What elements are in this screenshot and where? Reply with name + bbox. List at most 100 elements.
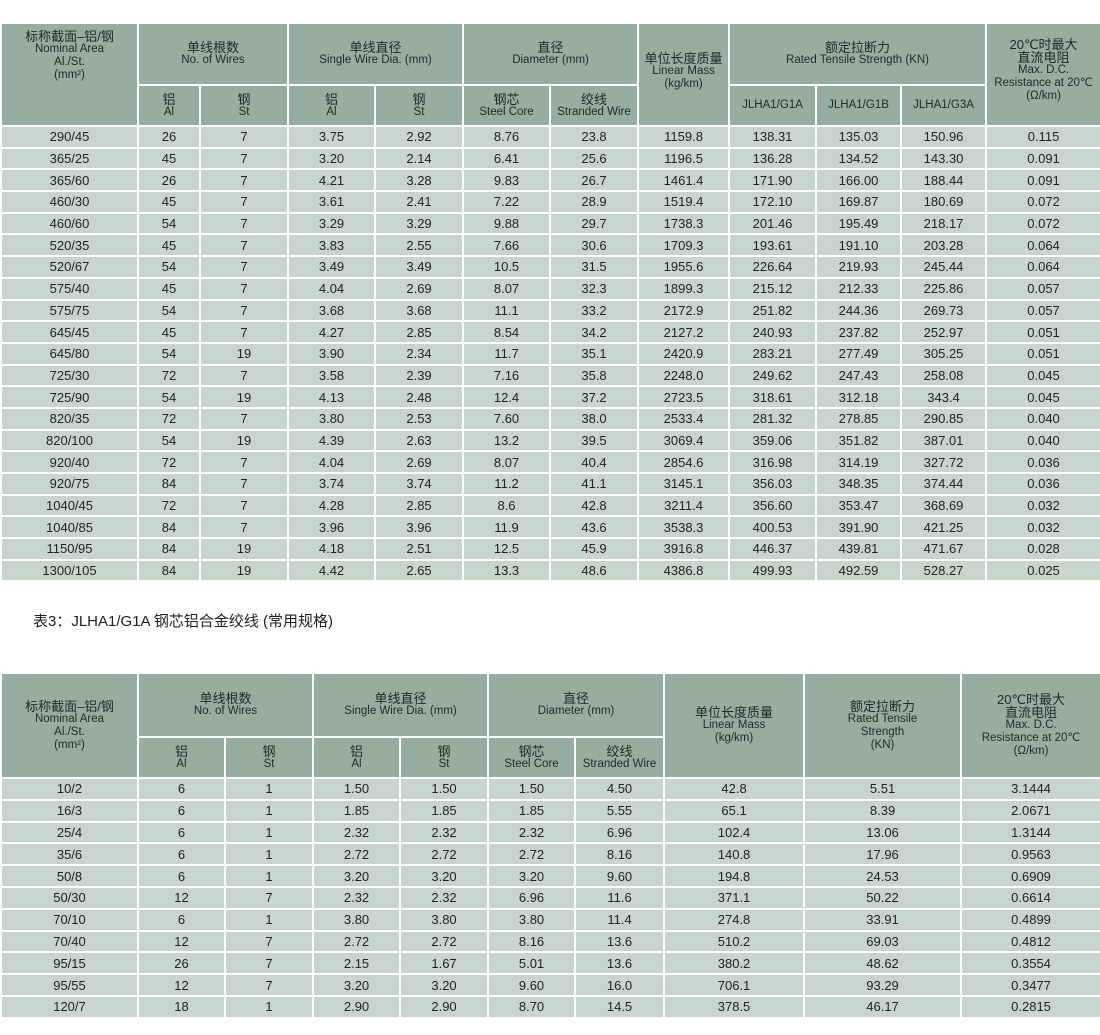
table-cell: 215.12	[728, 276, 818, 301]
table-cell: 920/40	[0, 450, 139, 474]
table-cell: 0.072	[985, 211, 1100, 236]
header-label: Diameter (mm)	[537, 705, 615, 717]
conductor-spec-table-1: 标称截面–铝/钢 Nominal Area Al./St. (mm²) 单线根数 No.…	[0, 22, 1100, 583]
table-cell: 3.20	[399, 864, 490, 888]
table-cell: 2.53	[374, 406, 465, 431]
table-cell: 0.025	[985, 558, 1100, 583]
table-row: 920/40 72 7 4.04 2.69 8.07 40.4 2854.6 316.98 314…	[0, 450, 1100, 474]
table-cell: 12	[137, 929, 226, 954]
table-cell: 400.53	[728, 515, 818, 540]
table-cell: 188.44	[900, 168, 988, 193]
table-cell: 2.72	[399, 929, 490, 954]
table-cell: 391.90	[815, 515, 903, 540]
table-cell: 3.75	[287, 125, 377, 149]
table-cell: 6	[137, 907, 226, 932]
header-label: 直径	[537, 40, 564, 55]
table-row: 290/45 26 7 3.75 2.92 8.76 23.8 1159.8 138.31 135…	[0, 125, 1100, 149]
header-label: 标称截面–铝/钢	[25, 698, 114, 714]
table-cell: 0.040	[985, 406, 1100, 431]
table-cell: 3.28	[374, 168, 465, 193]
table-1-body: 290/45 26 7 3.75 2.92 8.76 23.8 1159.8 138.31 135…	[0, 125, 1100, 583]
header-nominal-area: 标称截面–铝/钢 Nominal Area Al./St. (mm²)	[0, 672, 139, 779]
table-cell: 0.051	[985, 320, 1100, 344]
table-cell: 26	[137, 168, 201, 193]
header-linear-mass: 单位长度质量 Linear Mass (kg/km)	[637, 22, 731, 127]
table-row: 70/40 12 7 2.72 2.72 8.16 13.6 510.2 69.03 0.4812	[0, 929, 1100, 954]
header-label: 钢芯	[493, 91, 520, 107]
table-cell: 356.60	[728, 493, 818, 518]
table-cell: 1300/105	[0, 558, 139, 583]
table-cell: 3.68	[374, 298, 465, 323]
table-cell: 1461.4	[637, 168, 731, 193]
table-cell: 7	[198, 276, 290, 301]
table-cell: 820/100	[0, 428, 139, 453]
table-cell: 2.32	[312, 885, 402, 910]
table-cell: 0.036	[985, 450, 1100, 474]
table-cell: 18	[137, 994, 226, 1019]
table-cell: 0.4812	[960, 929, 1100, 954]
table-cell: 2854.6	[637, 450, 731, 474]
header-label: Al./St.	[54, 725, 85, 738]
table-cell: 3145.1	[637, 472, 731, 496]
table-cell: 5.55	[574, 798, 666, 823]
table-cell: 3.61	[287, 190, 377, 214]
table-cell: 72	[137, 363, 201, 388]
table-cell: 0.3477	[960, 973, 1100, 997]
table-cell: 10/2	[0, 777, 139, 801]
table-cell: 3.80	[312, 907, 402, 932]
table-cell: 0.064	[985, 233, 1100, 258]
header-g3a: JLHA1/G3A	[900, 84, 988, 127]
table-cell: 19	[198, 558, 290, 583]
header-label: Al	[351, 757, 362, 770]
table-cell: 312.18	[815, 385, 903, 409]
table-cell: 150.96	[900, 125, 988, 149]
table-cell: 9.60	[574, 864, 666, 888]
table-cell: 8.54	[462, 320, 552, 344]
table-cell: 2127.2	[637, 320, 731, 344]
table-cell: 245.44	[900, 255, 988, 279]
table-cell: 283.21	[728, 341, 818, 366]
table-cell: 3.74	[374, 472, 465, 496]
header-g1b: JLHA1/G1B	[815, 84, 903, 127]
table-cell: 3.68	[287, 298, 377, 323]
table-cell: 7	[198, 255, 290, 279]
table-row: 645/80 54 19 3.90 2.34 11.7 35.1 2420.9 283.21 27…	[0, 341, 1100, 366]
table-cell: 29.7	[549, 211, 640, 236]
table-row: 1040/45 72 7 4.28 2.85 8.6 42.8 3211.4 356.60 353…	[0, 493, 1100, 518]
header-label: 钢	[262, 743, 276, 759]
table-cell: 19	[198, 385, 290, 409]
header-wires-st: 钢 St	[198, 84, 290, 127]
table-cell: 2420.9	[637, 341, 731, 366]
table-cell: 7	[198, 363, 290, 388]
table-cell: 353.47	[815, 493, 903, 518]
table-cell: 380.2	[663, 951, 806, 976]
table-cell: 169.87	[815, 190, 903, 214]
header-dia-st: 钢 St	[374, 84, 465, 127]
table-cell: 4.39	[287, 428, 377, 453]
table-cell: 11.6	[574, 885, 666, 910]
table-row: 820/35 72 7 3.80 2.53 7.60 38.0 2533.4 281.32 278…	[0, 406, 1100, 431]
table-cell: 7	[198, 320, 290, 344]
table-cell: 28.9	[549, 190, 640, 214]
table-row: 645/45 45 7 4.27 2.85 8.54 34.2 2127.2 240.93 237…	[0, 320, 1100, 344]
table-row: 520/67 54 7 3.49 3.49 10.5 31.5 1955.6 226.64 219…	[0, 255, 1100, 279]
table-cell: 1.50	[487, 777, 577, 801]
table-cell: 0.057	[985, 276, 1100, 301]
table-cell: 24.53	[803, 864, 963, 888]
table-row: 820/100 54 19 4.39 2.63 13.2 39.5 3069.4 359.06 3…	[0, 428, 1100, 453]
table-cell: 5.01	[487, 951, 577, 976]
table-cell: 50/8	[0, 864, 139, 888]
table-cell: 446.37	[728, 537, 818, 561]
header-label: Steel Core	[479, 105, 534, 118]
table-cell: 2.72	[312, 929, 402, 954]
table-cell: 2.90	[312, 994, 402, 1019]
table-cell: 134.52	[815, 146, 903, 171]
table-cell: 499.93	[728, 558, 818, 583]
table-cell: 140.8	[663, 842, 806, 867]
header-label: St	[413, 105, 425, 118]
table-cell: 1150/95	[0, 537, 139, 561]
table-cell: 1.50	[399, 777, 490, 801]
table-cell: 2.65	[374, 558, 465, 583]
table-cell: 13.06	[803, 820, 963, 845]
table-cell: 6	[137, 798, 226, 823]
